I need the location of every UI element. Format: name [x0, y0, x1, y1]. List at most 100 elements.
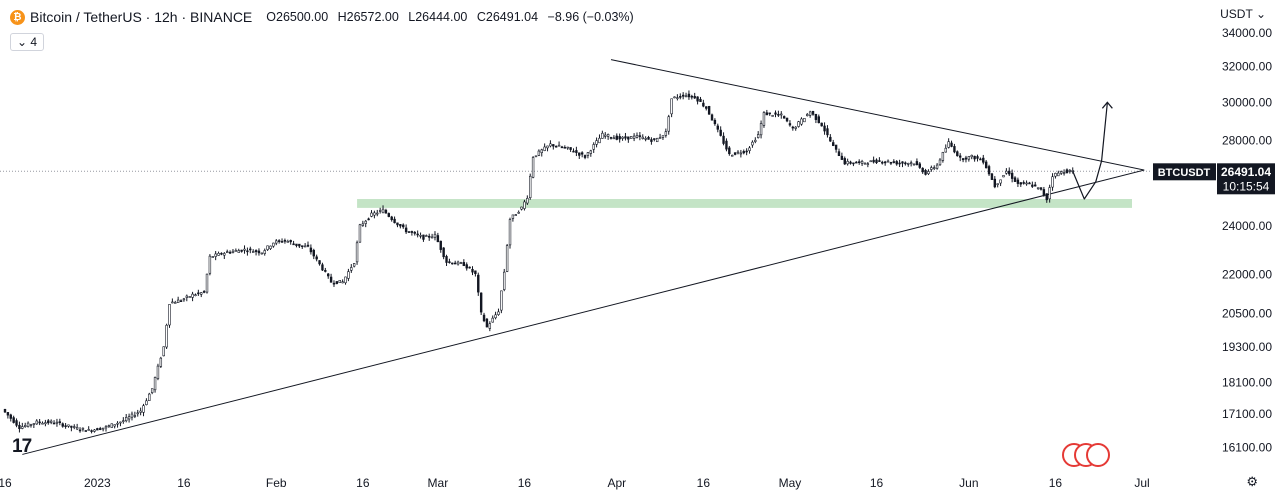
candle-body	[855, 161, 858, 164]
symbol-label-box	[1153, 163, 1216, 181]
candle-body	[1034, 184, 1037, 187]
candle	[29, 423, 33, 428]
candle	[745, 148, 748, 156]
candle-body	[918, 163, 921, 168]
candle	[254, 249, 258, 256]
candle	[370, 210, 373, 218]
candle	[543, 143, 546, 152]
candle	[90, 429, 93, 434]
candle	[993, 176, 997, 189]
candle	[182, 297, 186, 302]
candle-body	[947, 141, 950, 148]
candle-body	[679, 96, 682, 98]
candle	[44, 419, 47, 427]
candle	[6, 412, 10, 419]
candle-body	[335, 281, 339, 284]
candle-body	[1054, 172, 1057, 177]
candle-body	[205, 273, 209, 293]
candle-body	[413, 232, 416, 234]
candle	[165, 323, 168, 349]
candle-body	[782, 116, 786, 119]
candle-body	[601, 132, 604, 139]
candle	[742, 149, 745, 155]
candle	[892, 159, 896, 164]
candle-body	[641, 136, 644, 139]
candle-body	[1019, 182, 1022, 185]
candle	[970, 154, 973, 160]
chevron-down-icon: ⌄	[17, 35, 28, 49]
candle	[1013, 176, 1017, 182]
trendline	[610, 59, 1145, 171]
candle	[855, 161, 858, 164]
symbol-title[interactable]: Bitcoin / TetherUS · 12h · BINANCE	[30, 9, 253, 25]
candle-body	[127, 416, 131, 420]
currency-selector[interactable]: USDT ⌄	[1220, 7, 1266, 21]
candle-body	[915, 161, 919, 166]
candle-body	[456, 261, 460, 265]
candle	[1008, 167, 1011, 176]
candle	[924, 168, 927, 176]
country-flags-icon[interactable]	[1062, 443, 1110, 467]
candle	[531, 156, 535, 179]
candle	[886, 159, 890, 163]
candle	[107, 424, 111, 428]
candle	[505, 243, 509, 273]
candle	[912, 163, 916, 166]
candle	[75, 423, 79, 431]
candle-body	[315, 256, 318, 260]
x-tick-label: Jun	[959, 476, 978, 490]
candle-body	[774, 112, 777, 115]
candle-body	[719, 129, 722, 136]
candle-body	[329, 276, 333, 283]
candle	[387, 212, 391, 218]
candle-body	[341, 281, 344, 284]
candle	[228, 250, 232, 255]
candle	[113, 424, 116, 429]
candle	[9, 413, 12, 422]
candle	[768, 112, 771, 116]
candle-body	[21, 426, 24, 429]
candle	[47, 419, 50, 425]
candle-body	[494, 314, 497, 319]
candle-body	[843, 158, 846, 165]
candle-body	[517, 211, 520, 214]
candle-body	[251, 251, 255, 253]
candle	[55, 418, 59, 427]
candle-body	[84, 430, 88, 432]
candle-body	[61, 423, 64, 427]
candle	[650, 137, 653, 145]
candle	[485, 317, 489, 328]
candle	[269, 245, 272, 250]
candle-body	[552, 144, 555, 147]
candle-body	[24, 425, 27, 427]
candle	[78, 427, 82, 433]
candle-body	[1036, 187, 1040, 190]
candle	[174, 300, 177, 304]
tradingview-logo-icon[interactable]: 17	[12, 436, 32, 457]
candle-body	[722, 135, 725, 144]
candle	[488, 321, 492, 332]
candle-body	[650, 139, 653, 142]
candle	[358, 223, 362, 243]
settings-icon[interactable]: ⚙	[1246, 474, 1258, 489]
low-value: L26444.00	[408, 10, 468, 24]
candle-body	[96, 428, 99, 431]
candle-body	[794, 126, 797, 129]
candle	[119, 421, 122, 427]
indicators-toggle[interactable]: ⌄ 4	[10, 33, 45, 51]
candle-body	[301, 245, 304, 247]
candle-body	[993, 178, 997, 188]
candle-body	[690, 95, 694, 98]
candle	[373, 210, 376, 219]
candle	[731, 154, 734, 157]
candle	[200, 292, 203, 298]
candle	[419, 232, 422, 239]
candle	[301, 245, 304, 249]
candle	[756, 131, 760, 139]
candle-body	[612, 137, 616, 140]
candle-body	[627, 136, 630, 140]
x-tick-label: 16	[870, 476, 884, 490]
candle-body	[777, 113, 780, 116]
candle	[933, 165, 936, 171]
